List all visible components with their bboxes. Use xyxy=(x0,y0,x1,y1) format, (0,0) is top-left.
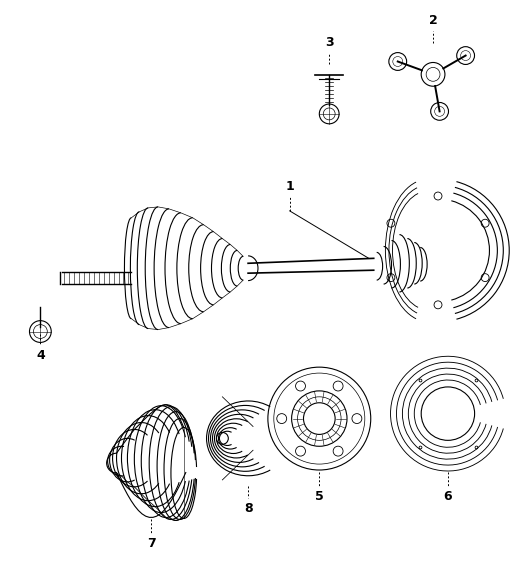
Text: 1: 1 xyxy=(285,180,294,193)
Text: 2: 2 xyxy=(429,14,438,27)
Text: 4: 4 xyxy=(36,349,45,362)
Text: 7: 7 xyxy=(147,538,155,550)
Text: 8: 8 xyxy=(244,502,252,514)
Text: 5: 5 xyxy=(315,490,324,503)
Text: 3: 3 xyxy=(325,36,333,49)
Text: 6: 6 xyxy=(444,490,452,503)
